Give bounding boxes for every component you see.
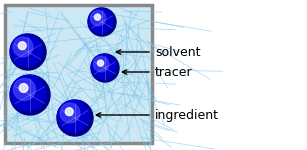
Circle shape: [19, 84, 28, 92]
Circle shape: [88, 8, 113, 33]
Circle shape: [91, 54, 116, 79]
Text: tracer: tracer: [155, 66, 192, 78]
Circle shape: [57, 100, 93, 136]
Text: ingredient: ingredient: [155, 108, 219, 122]
Circle shape: [88, 8, 116, 36]
Circle shape: [18, 42, 26, 50]
Circle shape: [14, 78, 35, 100]
Circle shape: [65, 108, 73, 116]
Text: solvent: solvent: [155, 45, 200, 58]
Circle shape: [10, 34, 46, 70]
Circle shape: [10, 34, 42, 66]
Circle shape: [93, 56, 109, 72]
Circle shape: [10, 75, 50, 115]
Circle shape: [95, 14, 101, 20]
Circle shape: [97, 60, 103, 66]
Circle shape: [60, 103, 80, 123]
Circle shape: [90, 10, 106, 26]
Circle shape: [13, 37, 33, 57]
Circle shape: [57, 100, 89, 132]
Bar: [5, 5, 152, 143]
Circle shape: [91, 54, 119, 82]
Circle shape: [10, 75, 46, 111]
